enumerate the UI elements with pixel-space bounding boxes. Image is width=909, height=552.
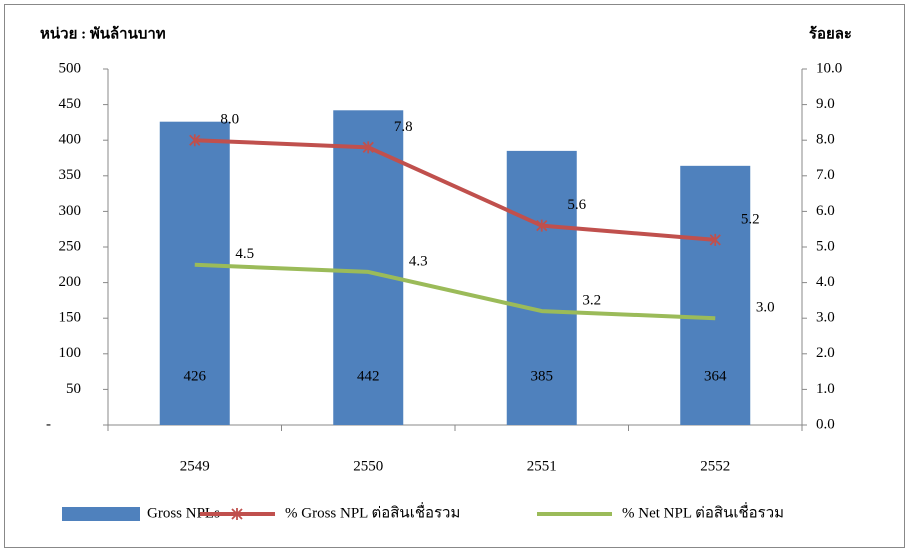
x-tick-label: 2549	[180, 458, 210, 474]
legend-label: % Net NPL ต่อสินเชื่อรวม	[622, 501, 784, 521]
y-tick-label: 250	[59, 238, 82, 254]
y-tick-label: 350	[59, 167, 82, 183]
y2-tick-label: 1.0	[816, 381, 835, 397]
bar	[333, 110, 404, 426]
y2-tick-label: 9.0	[816, 96, 835, 112]
line	[194, 138, 716, 242]
y-tick-label: 500	[59, 60, 82, 76]
line-value-label: 3.0	[756, 300, 775, 316]
y2-tick-label: 4.0	[816, 274, 835, 290]
y2-tick-label: 3.0	[816, 310, 835, 326]
y2-tick-label: 2.0	[816, 345, 835, 361]
y2-tick-label: 10.0	[816, 60, 842, 76]
bar	[159, 121, 230, 426]
y2-tick-label: 7.0	[816, 167, 835, 183]
y-tick-label: 100	[59, 345, 82, 361]
y-tick-label: 450	[59, 96, 82, 112]
line-value-label: 4.3	[409, 253, 428, 269]
line-value-label: 5.6	[567, 197, 586, 213]
line-value-label: 5.2	[741, 211, 760, 227]
legend-swatch	[62, 507, 140, 521]
line-value-label: 7.8	[394, 119, 413, 135]
marker	[362, 141, 374, 154]
y2-tick-label: 5.0	[816, 238, 835, 254]
x-tick-label: 2551	[527, 458, 557, 474]
line-value-label: 8.0	[220, 112, 239, 128]
y-tick-label: 150	[59, 310, 82, 326]
line-value-label: 3.2	[582, 293, 601, 309]
y2-axis-title: ร้อยละ	[809, 25, 852, 42]
y-axis-title: หน่วย : พันล้านบาท	[40, 25, 166, 42]
line-value-label: 4.5	[235, 246, 254, 262]
y-tick-label: 300	[59, 203, 82, 219]
y-tick-label: 400	[59, 132, 82, 148]
marker	[231, 508, 243, 520]
y2-tick-label: 8.0	[816, 132, 835, 148]
marker	[189, 134, 201, 147]
y-tick-label: 50	[66, 381, 81, 397]
y2-tick-label: 0.0	[816, 416, 835, 432]
bar-value-label: 364	[704, 368, 727, 384]
marker	[536, 219, 548, 232]
chart-border	[4, 4, 905, 548]
legend-label: % Gross NPL ต่อสินเชื่อรวม	[285, 501, 460, 521]
line	[194, 262, 716, 321]
bar	[506, 150, 577, 425]
x-tick-label: 2552	[700, 458, 730, 474]
y-tick-label: -	[46, 416, 51, 432]
bar-value-label: 385	[531, 368, 554, 384]
y2-tick-label: 6.0	[816, 203, 835, 219]
x-tick-label: 2550	[353, 458, 383, 474]
bar	[680, 165, 751, 425]
y-tick-label: 200	[59, 274, 82, 290]
bar-value-label: 426	[184, 368, 207, 384]
bar-value-label: 442	[357, 368, 380, 384]
marker	[709, 233, 721, 246]
legend-label: Gross NPLs	[147, 505, 220, 521]
